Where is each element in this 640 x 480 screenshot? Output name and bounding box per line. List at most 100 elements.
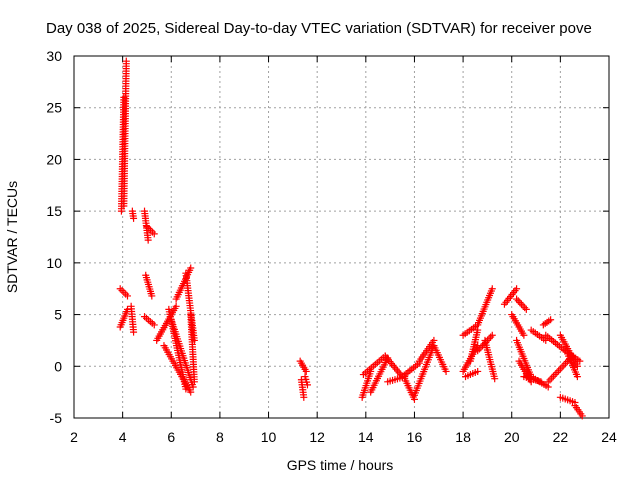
- data-series-segment: [508, 311, 528, 339]
- data-series-segment: [527, 326, 550, 344]
- data-series-segment: [481, 336, 499, 383]
- y-tick-label: 25: [46, 100, 62, 116]
- data-point: [122, 57, 130, 65]
- y-axis: -5 0 5 10 15 20 25 30: [46, 48, 609, 426]
- data-point: [491, 375, 499, 383]
- y-tick-label: 0: [54, 358, 62, 374]
- x-tick-label: 12: [309, 429, 325, 445]
- data-point: [118, 287, 126, 295]
- data-series-segment: [398, 359, 423, 381]
- data-point: [150, 230, 158, 238]
- data-point: [148, 292, 156, 300]
- data-point: [573, 373, 581, 381]
- data-point: [150, 321, 158, 329]
- y-tick-label: 5: [54, 307, 62, 323]
- x-axis: 2 4 6 8 10 12 14 16 18 20 22 24: [70, 56, 617, 445]
- data-point: [519, 302, 527, 310]
- data-point: [573, 362, 581, 370]
- data-series-segment: [500, 285, 521, 308]
- data-point: [578, 412, 586, 420]
- data-series-segment: [172, 264, 195, 303]
- x-tick-label: 24: [601, 429, 617, 445]
- data-series-segment: [564, 350, 581, 381]
- data-point: [143, 223, 151, 231]
- data-point: [521, 304, 529, 312]
- y-tick-label: 30: [46, 48, 62, 64]
- y-tick-label: 20: [46, 151, 62, 167]
- data-point: [148, 228, 156, 236]
- data-point: [187, 388, 195, 396]
- data-point: [546, 376, 554, 384]
- x-tick-label: 10: [261, 429, 277, 445]
- data-series-segment: [297, 376, 308, 401]
- data-series-segment: [116, 285, 131, 300]
- y-tick-label: 15: [46, 203, 62, 219]
- chart-title: Day 038 of 2025, Sidereal Day-to-day VTE…: [46, 20, 592, 37]
- data-point: [517, 300, 525, 308]
- data-series-segment: [430, 342, 450, 375]
- data-point: [190, 378, 198, 386]
- data-point: [488, 331, 496, 339]
- x-tick-label: 6: [167, 429, 175, 445]
- data-point: [520, 331, 528, 339]
- data-point: [130, 214, 138, 222]
- data-point: [475, 345, 483, 353]
- data-series-segment: [556, 393, 579, 406]
- data-point: [548, 374, 556, 382]
- data-point: [558, 363, 566, 371]
- data-series-segment: [167, 316, 197, 391]
- data-point: [553, 369, 561, 377]
- data-series-segment: [160, 342, 195, 396]
- data-point: [549, 372, 557, 380]
- data-series-segment: [415, 336, 438, 365]
- data-point: [556, 365, 564, 373]
- data-point: [485, 335, 493, 343]
- y-tick-label: -5: [50, 410, 63, 426]
- data-series-segment: [187, 311, 198, 386]
- data-series-segment: [127, 302, 138, 336]
- data-point: [513, 295, 521, 303]
- data-series-segment: [165, 305, 190, 393]
- data-series-segment: [359, 352, 389, 379]
- x-tick-label: 18: [455, 429, 471, 445]
- data-point: [130, 328, 138, 336]
- data-point: [172, 302, 180, 310]
- data-point: [516, 299, 524, 307]
- data-point: [547, 316, 555, 324]
- data-points: [116, 57, 586, 420]
- data-series-segment: [116, 305, 131, 331]
- data-point: [124, 292, 131, 300]
- data-point: [302, 367, 310, 375]
- data-series-segment: [142, 271, 156, 300]
- data-series-segment: [141, 207, 152, 244]
- data-series-segment: [296, 357, 310, 375]
- data-point: [120, 288, 128, 296]
- y-tick-label: 10: [46, 255, 62, 271]
- data-point: [189, 383, 197, 391]
- data-point: [300, 393, 308, 401]
- data-series-segment: [301, 373, 311, 389]
- plot-frame: [73, 55, 610, 419]
- data-series-segment: [120, 57, 130, 210]
- data-series-segment: [571, 402, 586, 420]
- data-series-segment: [143, 223, 158, 238]
- data-point: [303, 381, 311, 389]
- x-tick-label: 20: [504, 429, 520, 445]
- data-point: [488, 285, 496, 293]
- data-point: [477, 343, 485, 351]
- data-series-segment: [128, 207, 138, 222]
- data-series-segment: [474, 285, 496, 329]
- data-series-segment: [539, 316, 555, 329]
- x-axis-label: GPS time / hours: [287, 457, 394, 473]
- data-series-segment: [513, 295, 530, 313]
- data-point: [514, 297, 522, 305]
- data-series-segment: [542, 331, 569, 355]
- data-point: [442, 367, 450, 375]
- data-point: [187, 264, 195, 272]
- x-tick-label: 14: [358, 429, 374, 445]
- data-series-segment: [527, 373, 552, 391]
- data-point: [474, 347, 482, 355]
- data-point: [487, 333, 495, 341]
- x-tick-label: 8: [216, 429, 224, 445]
